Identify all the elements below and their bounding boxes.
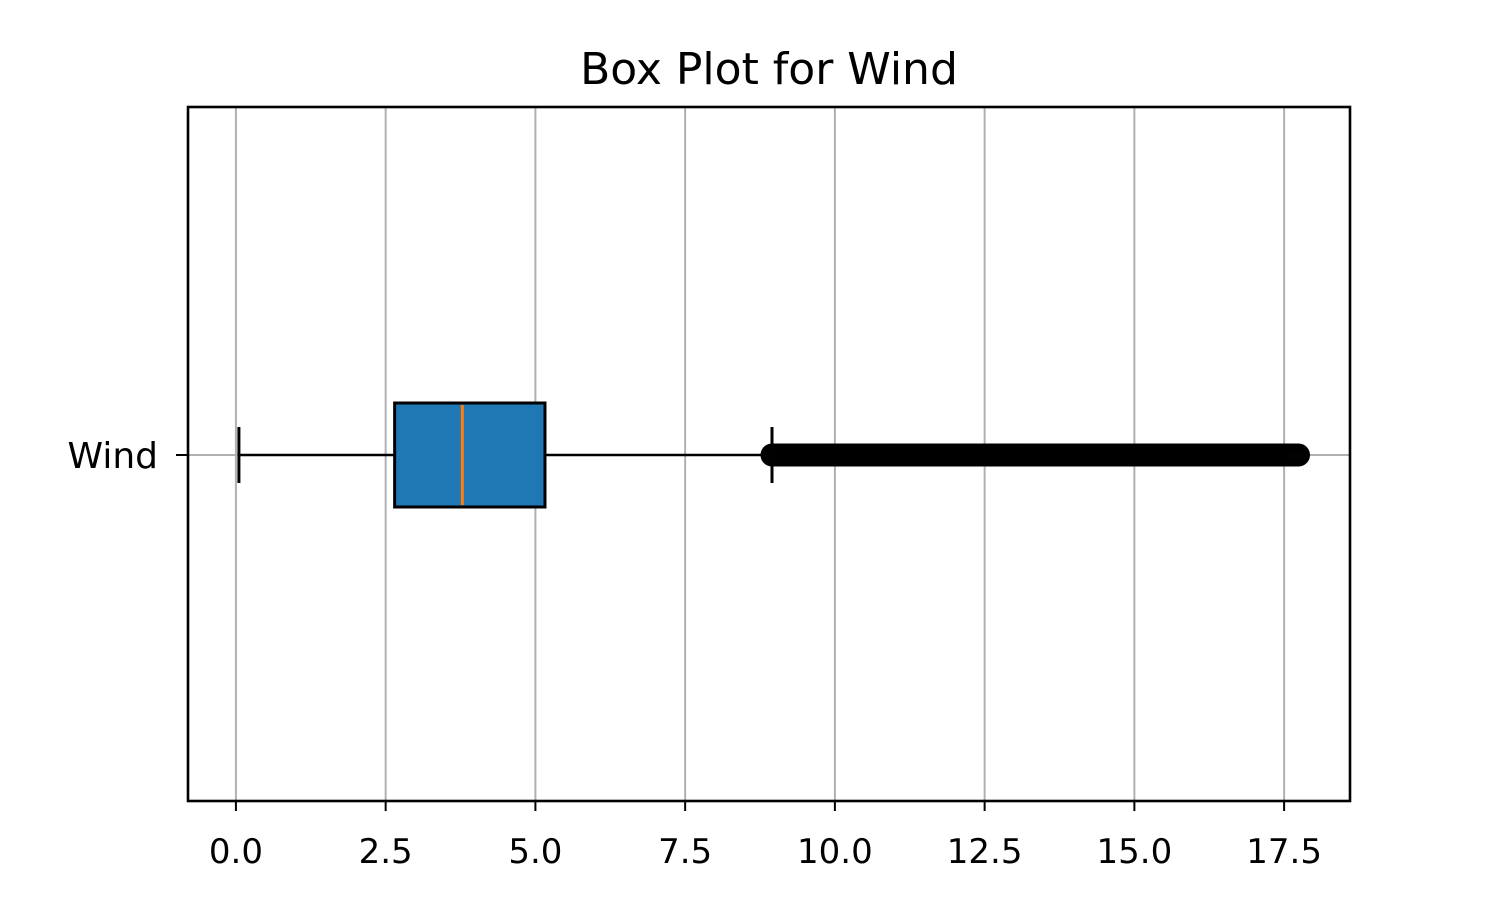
x-axis: 0.0 2.5 5.0 7.5 10.0 12.5 15.0 17.5 (209, 801, 1322, 872)
x-tick-label: 12.5 (947, 832, 1023, 872)
chart-title: Box Plot for Wind (580, 44, 958, 95)
x-tick-label: 17.5 (1246, 832, 1322, 872)
x-tick-label: 10.0 (797, 832, 873, 872)
outlier-markers (760, 443, 1310, 467)
x-tick-label: 7.5 (658, 832, 712, 872)
box-plot-group (237, 401, 1310, 509)
iqr-box (393, 401, 547, 509)
x-tick-label: 15.0 (1097, 832, 1173, 872)
x-tick-label: 2.5 (359, 832, 413, 872)
x-tick-label: 0.0 (209, 832, 263, 872)
x-tick-label: 5.0 (508, 832, 562, 872)
outlier-point (1286, 443, 1310, 467)
outlier-band (771, 444, 1279, 466)
y-tick-label: Wind (68, 436, 158, 477)
y-axis: Wind (68, 436, 188, 477)
